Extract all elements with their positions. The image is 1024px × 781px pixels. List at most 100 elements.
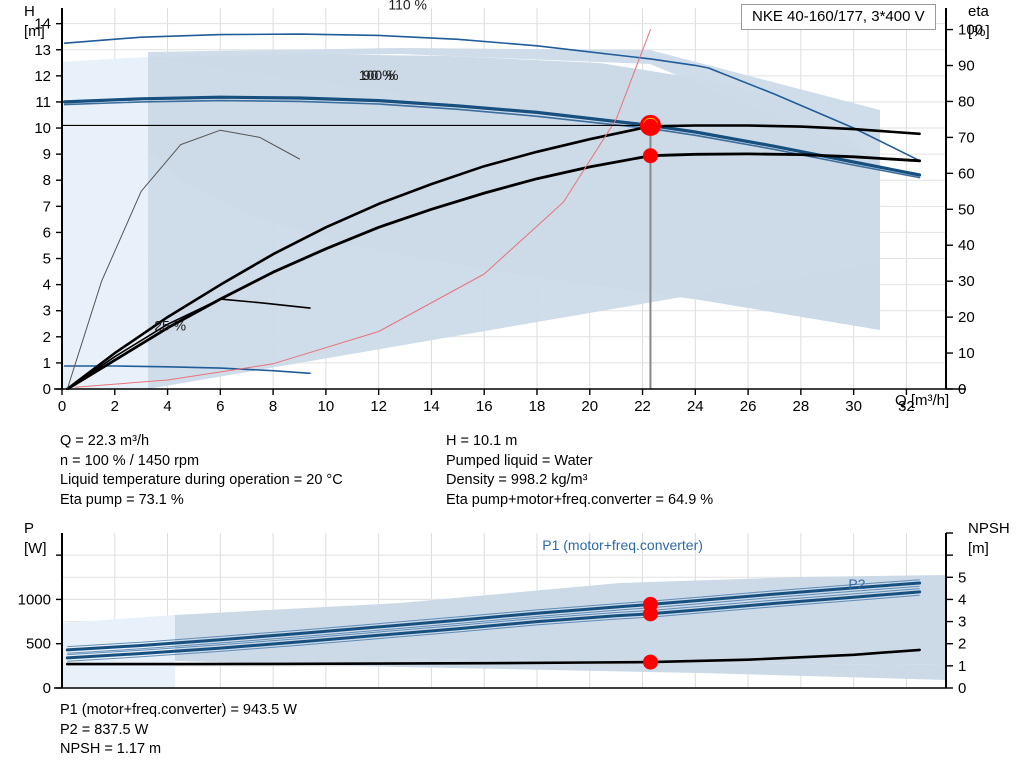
top-x-tick-label: 16 — [476, 398, 493, 415]
power-info-line-1: P2 = 837.5 W — [60, 721, 149, 738]
info-right-line-2: Density = 998.2 kg/m³ — [446, 472, 588, 488]
top-y2-tick-label: 100 — [958, 22, 983, 39]
bottom-curve-labels: P1 (motor+freq.converter) P2 — [542, 537, 865, 592]
info-right-line-0: H = 10.1 m — [446, 433, 518, 449]
duty-marker-npsh[interactable] — [642, 654, 658, 670]
top-y-tick-label: 6 — [43, 224, 51, 241]
top-x-tick-label: 24 — [687, 398, 704, 415]
operating-point-info-right: H = 10.1 m Pumped liquid = Water Density… — [446, 432, 713, 510]
top-x-tick-label: 22 — [634, 398, 651, 415]
top-y2-tick-label: 30 — [958, 273, 975, 290]
head-efficiency-chart: 0123456789101112131401020304050607080901… — [34, 0, 983, 415]
bottom-y-tick-label: 1000 — [18, 591, 51, 608]
duty-marker-p2[interactable] — [642, 606, 658, 622]
curve-speed-variant — [67, 585, 920, 654]
info-left-line-1: n = 100 % / 1450 rpm — [60, 452, 200, 469]
chart-title-box: NKE 40-160/177, 3*400 V — [741, 4, 936, 30]
curve-speed-variant — [67, 579, 920, 648]
top-y2-tick-label: 40 — [958, 237, 975, 254]
top-x-tick-label: 4 — [163, 398, 171, 415]
speed-curve-label-1: 100 % — [359, 67, 399, 83]
envelope-left-light — [62, 57, 148, 389]
top-y-tick-label: 11 — [35, 94, 51, 111]
bottom-y2-tick-label: 5 — [958, 569, 966, 586]
top-y-tick-label: 10 — [34, 120, 51, 137]
top-y2-axis-caption: eta [%] — [968, 2, 990, 42]
speed-curve-label-0: 110 % — [388, 0, 427, 12]
top-axis-tick-labels: 0123456789101112131401020304050607080901… — [34, 16, 983, 415]
top-y-tick-label: 3 — [43, 303, 51, 320]
top-x-tick-label: 30 — [845, 398, 862, 415]
curve-eta-pump-motor-freq-converter — [65, 152, 921, 390]
top-y-tick-label: 7 — [43, 198, 51, 215]
eta-total-marker[interactable] — [642, 148, 658, 164]
top-x-tick-label: 14 — [423, 398, 440, 415]
top-curves — [62, 29, 922, 390]
top-x-tick-label: 18 — [529, 398, 546, 415]
bottom-y-axis-caption: P [W] — [24, 519, 47, 559]
curve-speed-variant — [67, 594, 920, 662]
top-x-tick-label: 6 — [216, 398, 224, 415]
top-y-axis-caption: H [m] — [24, 2, 45, 42]
top-x-tick-label: 20 — [581, 398, 598, 415]
curve-h-curve-110- — [63, 33, 921, 162]
bottom-y-axis-caption-line2: [W] — [24, 540, 47, 557]
top-y-axis-caption-line2: [m] — [24, 23, 45, 40]
bottom-y2-tick-label: 1 — [958, 658, 966, 675]
curve-eta-25-thin — [66, 129, 300, 390]
bottom-y-axis-caption-line1: P — [24, 520, 35, 537]
bottom-y2-axis-caption-line1: NPSH — [968, 520, 1010, 537]
top-y-tick-label: 4 — [43, 277, 51, 294]
top-y2-tick-label: 70 — [958, 129, 975, 146]
top-y2-tick-label: 90 — [958, 58, 975, 75]
power-info-block: P1 (motor+freq.converter) = 943.5 W P2 =… — [60, 701, 297, 760]
top-y-tick-label: 1 — [43, 355, 51, 372]
curve-p1-motor-freq-converter- — [65, 581, 922, 652]
bottom-y-tick-label: 0 — [43, 680, 51, 697]
curve-speed-variant — [67, 588, 920, 656]
operating-point-info-left: Q = 22.3 m³/h n = 100 % / 1450 rpm Liqui… — [60, 432, 343, 510]
eta-pump-marker[interactable] — [642, 118, 658, 134]
curve-npsh-red- — [74, 29, 651, 388]
bottom-y2-tick-label: 0 — [958, 680, 966, 697]
top-x-tick-label: 0 — [58, 398, 66, 415]
bottom-duty-markers — [642, 596, 658, 670]
top-x-tick-label: 2 — [111, 398, 119, 415]
top-y-tick-label: 2 — [43, 329, 51, 346]
top-duty-markers — [639, 114, 661, 164]
top-x-tick-label: 32 — [898, 398, 915, 415]
bottom-curves — [65, 579, 922, 666]
top-y2-tick-label: 10 — [958, 345, 975, 362]
speed-curve-label-2: 90 % — [363, 67, 395, 83]
info-left-line-3: Eta pump = 73.1 % — [60, 491, 184, 508]
curve-h-curve-90- — [63, 99, 921, 179]
curve-eta-pump — [66, 124, 921, 390]
curve-h-curve-100-duty- — [62, 95, 922, 177]
bottom-y-tick-label: 500 — [26, 636, 51, 653]
bottom-y2-tick-label: 3 — [958, 614, 966, 631]
top-y-tick-label: 14 — [34, 16, 51, 33]
power-info-line-0: P1 (motor+freq.converter) = 943.5 W — [60, 702, 297, 718]
top-y2-axis-caption-line2: [%] — [968, 23, 990, 40]
info-right-line-3: Eta pump+motor+freq.converter = 64.9 % — [446, 491, 714, 508]
top-y-axis-caption-line1: H — [24, 3, 35, 20]
top-y-tick-label: 9 — [43, 146, 51, 163]
top-y2-tick-label: 0 — [958, 381, 966, 398]
top-y2-tick-label: 80 — [958, 93, 975, 110]
info-left-line-0: Q = 22.3 m³/h — [60, 433, 150, 449]
bottom-axis-ticks — [56, 532, 953, 689]
bottom-y2-tick-label: 2 — [958, 636, 966, 653]
top-y-tick-label: 8 — [43, 172, 51, 189]
top-x-tick-label: 26 — [740, 398, 757, 415]
top-y2-tick-label: 50 — [958, 201, 975, 218]
bottom-y2-tick-label: 4 — [958, 591, 966, 608]
top-axis-ticks — [56, 22, 953, 395]
info-left-line-2: Liquid temperature during operation = 20… — [60, 472, 343, 488]
info-right-line-1: Pumped liquid = Water — [446, 452, 593, 469]
speed-curve-label-3: 25 % — [154, 317, 186, 333]
power-npsh-chart: 0 500 1000 0 1 2 3 4 5 P1 (motor+freq.converter)… — [18, 532, 966, 697]
top-y2-axis-caption-line1: eta — [968, 3, 989, 20]
top-y-tick-label: 0 — [43, 381, 51, 398]
envelope-top-band — [148, 48, 880, 160]
